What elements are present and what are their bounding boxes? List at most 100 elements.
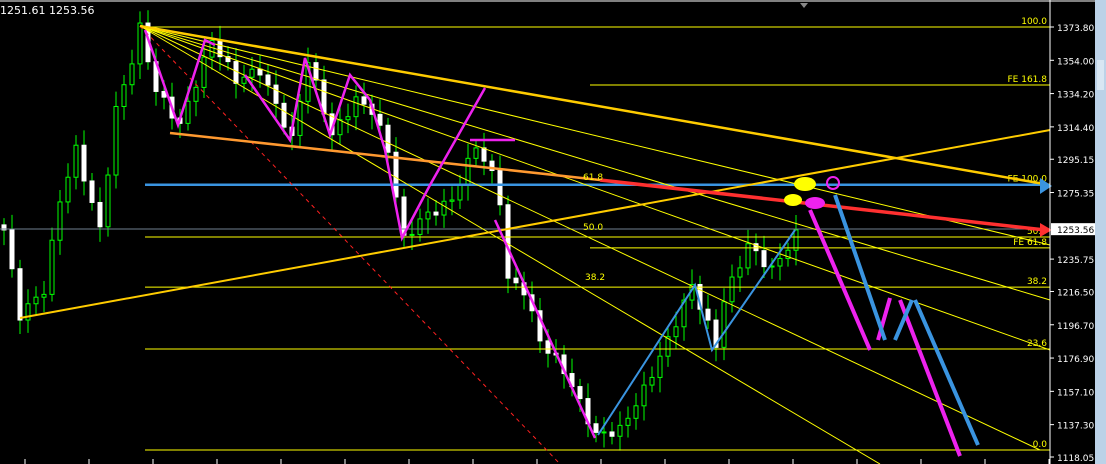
candle-body — [241, 76, 247, 84]
magenta-wave — [143, 29, 216, 129]
fan-line — [139, 25, 881, 464]
magenta-projection — [876, 297, 892, 341]
candle-body — [137, 22, 143, 65]
candle-body — [777, 258, 783, 267]
candle-body — [737, 267, 743, 278]
red-dashed-channel — [139, 25, 561, 464]
candle-body — [545, 340, 551, 354]
candle-body — [409, 233, 415, 236]
price-tick-label: 1157.10 — [1057, 388, 1094, 398]
price-tick-label: 1314.40 — [1057, 124, 1094, 134]
candle-body — [761, 250, 767, 268]
candle-body — [297, 100, 303, 136]
candle-body — [497, 170, 503, 206]
fib-level-label: FE 161.8 — [1008, 75, 1048, 85]
magenta-wave — [493, 219, 597, 439]
candle-body — [9, 229, 15, 270]
time-axis — [24, 3, 1050, 464]
magenta-marker — [805, 197, 825, 209]
price-tick-label: 1334.20 — [1057, 91, 1094, 101]
candle-body — [417, 218, 423, 235]
fan-labels: 61.8 50.0 38.2 — [583, 173, 605, 283]
candle-body — [473, 147, 479, 159]
fib-levels: 100.0 FE 161.8 FE 100.0 50.0FE 61.8 38.2 23.6… — [145, 17, 1050, 451]
candle-body — [593, 423, 599, 433]
yellow-marker — [784, 194, 802, 206]
candle-body — [577, 386, 583, 400]
candle-body — [425, 211, 431, 220]
fib-level-label: 100.0 — [1021, 17, 1047, 27]
fib-level-label: 0.0 — [1033, 440, 1048, 450]
candle-body — [313, 62, 319, 81]
candle-body — [641, 384, 647, 407]
rising-trendline — [19, 129, 1051, 319]
candle-body — [713, 319, 719, 348]
blue-projection — [913, 299, 980, 446]
candle-body — [89, 180, 95, 203]
candle-body — [657, 355, 663, 378]
candle-body — [25, 303, 31, 321]
candle-body — [793, 229, 799, 251]
candle-body — [193, 86, 199, 102]
price-tick-label: 1118.05 — [1057, 454, 1094, 464]
price-tick-label: 1216.50 — [1057, 288, 1094, 298]
blue-projection — [893, 299, 914, 341]
fan-line — [139, 25, 1041, 451]
candle-body — [33, 296, 39, 305]
candle-body — [305, 62, 311, 102]
candle-body — [233, 61, 239, 84]
price-tick-label: 1235.75 — [1057, 256, 1094, 266]
candle-body — [481, 147, 487, 162]
ohlc-readout: 1251.61 1253.56 — [0, 4, 95, 17]
candle-body — [729, 276, 735, 303]
magenta-wave — [243, 57, 487, 242]
shift-marker-icon — [800, 3, 808, 8]
yellow-marker — [794, 177, 816, 191]
current-price-label: 1253.56 — [1057, 226, 1094, 236]
candle-body — [185, 100, 191, 124]
scrollbar[interactable] — [1095, 0, 1106, 464]
candle-body — [17, 268, 23, 321]
candle-body — [345, 116, 351, 121]
fib-level-label: 23.6 — [1027, 339, 1047, 349]
candle-body — [265, 74, 271, 86]
fib-level-label: FE 100.0 — [1008, 175, 1048, 185]
blue-arrowhead — [1040, 178, 1052, 194]
magenta-projection — [898, 299, 962, 457]
candle-body — [129, 63, 135, 86]
magenta-ring-marker — [826, 176, 840, 190]
candle-body — [225, 56, 231, 63]
candle-body — [625, 417, 631, 426]
candle-body — [753, 243, 759, 252]
fib-level-label: 50.0 — [1027, 227, 1047, 237]
candle-body — [705, 308, 711, 321]
candle-body — [609, 431, 615, 437]
price-tick-label: 1176.90 — [1057, 355, 1094, 365]
candle-body — [121, 84, 127, 107]
candle-body — [681, 299, 687, 328]
candle-body — [97, 201, 103, 228]
candle-body — [57, 201, 63, 241]
candle-body — [457, 184, 463, 201]
candle-body — [49, 239, 55, 295]
fib-level-label: FE 61.8 — [1013, 238, 1047, 248]
candle-body — [65, 176, 71, 203]
scrollbar-thumb[interactable] — [1097, 60, 1104, 90]
candle-body — [617, 424, 623, 437]
candle-body — [433, 211, 439, 216]
candle-body — [105, 174, 111, 228]
fib-level-label: 38.2 — [1027, 277, 1047, 287]
candle-body — [337, 119, 343, 136]
candle-body — [201, 56, 207, 88]
price-tick-label: 1275.35 — [1057, 190, 1094, 200]
fan-line — [139, 25, 1051, 301]
candle-body — [665, 336, 671, 357]
candle-body — [785, 249, 791, 260]
candle-body — [721, 301, 727, 348]
candle-body — [281, 102, 287, 128]
price-tick-label: 1354.00 — [1057, 57, 1094, 67]
candle-body — [393, 151, 399, 198]
current-price-badge — [1051, 223, 1095, 236]
